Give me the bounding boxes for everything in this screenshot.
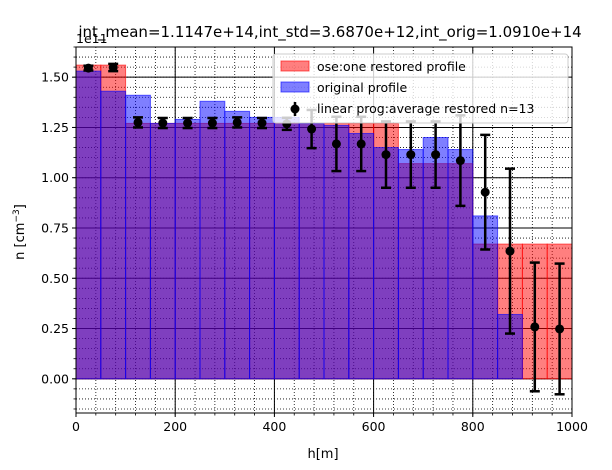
legend-box [272, 53, 569, 124]
data-point [480, 187, 490, 197]
bar [348, 132, 375, 380]
bar [76, 70, 102, 380]
y-tick-label: 0.75 [41, 220, 69, 235]
y-axis-label-close: ] [13, 204, 28, 209]
bar [125, 94, 151, 380]
bar [273, 116, 300, 380]
data-point [555, 324, 565, 334]
chart-title: int_mean=1.1147e+14,int_std=3.6870e+12,i… [78, 23, 581, 42]
y-tick-label: 0.25 [41, 321, 69, 336]
data-point [406, 150, 416, 160]
axes: 0 200 400 600 800 1000 0.00 0.25 0.50 0.75 1.00 1.2… [41, 46, 588, 434]
data-point [158, 118, 168, 128]
data-point [307, 124, 317, 134]
plot-content [76, 47, 572, 413]
x-tick-label: 1000 [556, 419, 588, 434]
y-tick-label: 1.00 [41, 170, 69, 185]
x-tick-label: 800 [461, 419, 485, 434]
x-tick-label: 0 [72, 419, 80, 434]
y-tick-label: 0.50 [41, 271, 69, 286]
bar [298, 122, 325, 380]
bar [149, 122, 176, 380]
data-point [257, 118, 267, 128]
data-point [530, 322, 540, 332]
y-tick-label: 1.50 [41, 70, 69, 85]
legend-label: original profile [317, 80, 407, 95]
legend-label: ose:one restored profile [317, 59, 466, 74]
bar [224, 110, 251, 380]
bar [249, 116, 275, 380]
y-axis-label-base: n [cm [13, 223, 28, 260]
data-point [133, 117, 143, 127]
y-axis-label-exponent: −3 [12, 209, 22, 222]
axes-frame [75, 46, 573, 414]
data-point [331, 139, 341, 149]
data-point [356, 139, 366, 149]
legend-item: ose:one restored profile [280, 59, 466, 74]
data-point [505, 246, 515, 256]
y-tick-label: 0.00 [41, 371, 69, 386]
y-tick-label: 1.25 [41, 120, 69, 135]
x-tick-label: 600 [362, 419, 386, 434]
bar [199, 100, 226, 380]
legend-marker [290, 104, 300, 114]
data-point [455, 156, 465, 166]
plot-area [76, 47, 572, 413]
data-point [108, 63, 118, 73]
legend: ose:one restored profile original profile… [272, 53, 569, 124]
legend-item: original profile [280, 80, 407, 95]
data-point [431, 150, 441, 160]
y-axis-label: n [cm−3] [12, 204, 28, 260]
legend-swatch [280, 60, 310, 72]
x-axis-label: h[m] [307, 447, 338, 462]
series-original-profile [76, 70, 523, 380]
y-offset-text: 1e11 [76, 31, 108, 46]
data-point [232, 117, 242, 127]
legend-label: linear prog:average restored n=13 [317, 101, 534, 116]
legend-swatch [280, 81, 310, 93]
legend-item: linear prog:average restored n=13 [290, 101, 534, 116]
x-tick-label: 200 [163, 419, 187, 434]
x-tick-label: 400 [262, 419, 286, 434]
data-point [83, 63, 93, 73]
data-point [183, 118, 193, 128]
bar [100, 90, 127, 380]
bar [174, 118, 201, 380]
data-point [381, 150, 391, 160]
data-point [207, 118, 217, 128]
